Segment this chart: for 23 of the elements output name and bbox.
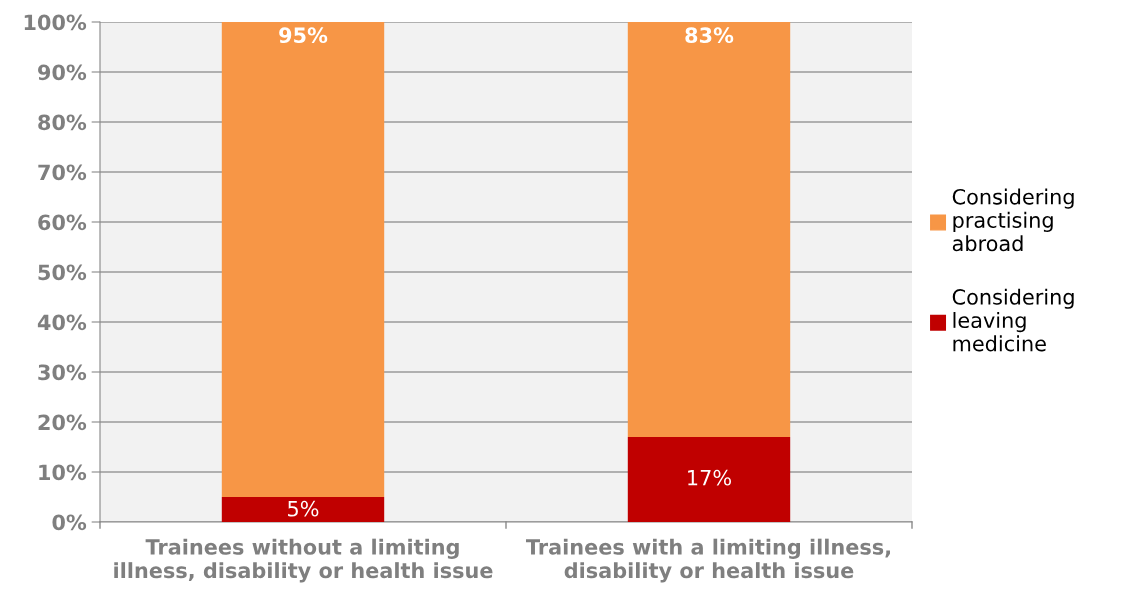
data-label: 5%: [288, 500, 319, 517]
data-label: 95%: [279, 27, 328, 44]
y-tick-label: 20%: [38, 414, 87, 431]
y-tick-label: 10%: [39, 464, 87, 481]
y-tick-label: 0%: [52, 514, 87, 531]
y-tick-label: 90%: [38, 64, 87, 81]
legend-label: Considering practising abroad: [952, 188, 1074, 252]
y-tick-label: 40%: [37, 314, 87, 331]
y-tick-label: 60%: [38, 214, 87, 231]
y-tick-label: 80%: [38, 114, 87, 131]
bar: [627, 22, 791, 437]
y-tick-label: 100%: [24, 14, 87, 31]
y-tick-label: 30%: [38, 364, 87, 381]
x-tick-label: Trainees without a limiting illness, disability or health issue: [114, 538, 493, 583]
data-label: 17%: [688, 469, 731, 486]
y-tick-label: 70%: [38, 164, 87, 181]
bar: [221, 22, 385, 497]
data-label: 83%: [685, 27, 734, 44]
bar: [221, 497, 385, 522]
bar: [627, 437, 791, 522]
legend-label: Considering leaving medicine: [952, 288, 1074, 352]
y-tick-label: 50%: [38, 264, 87, 281]
x-tick-label: Trainees with a limiting illness, disability or health issue: [526, 538, 890, 583]
